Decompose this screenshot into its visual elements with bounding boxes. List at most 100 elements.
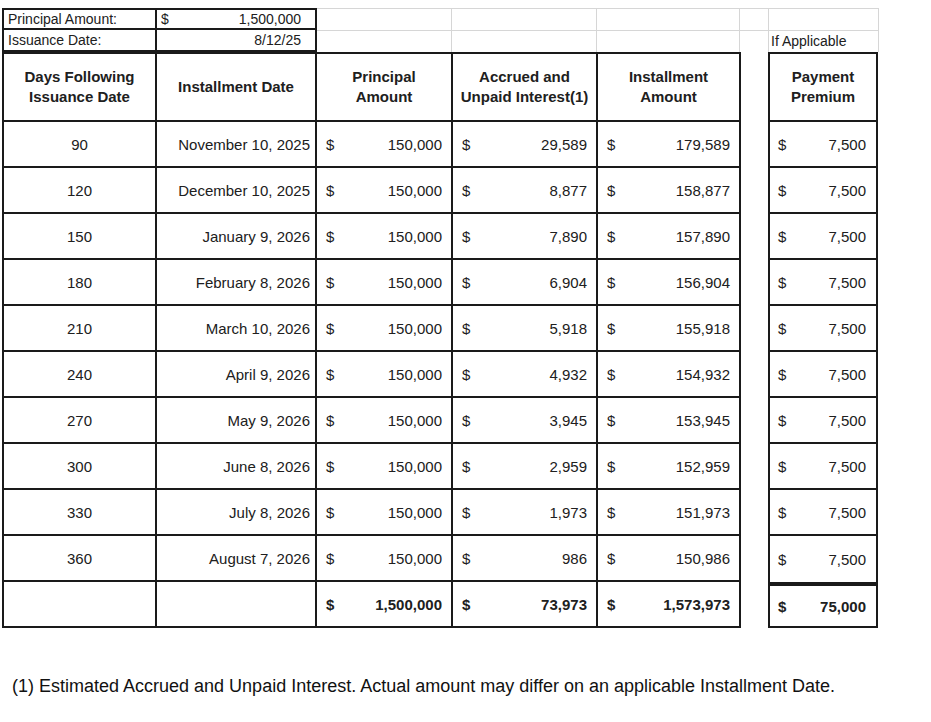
table-row: 240 April 9, 2026 $150,000 $4,932 $154,9… xyxy=(4,352,739,398)
gridline xyxy=(596,8,597,52)
currency-symbol: $ xyxy=(326,274,334,291)
date-cell: April 9, 2026 xyxy=(157,352,317,396)
principal-cell: $150,000 xyxy=(317,168,453,212)
total-installment-cell: $1,573,973 xyxy=(598,582,739,626)
premium-cell: $7,500 xyxy=(770,352,876,396)
currency-symbol: $ xyxy=(326,366,334,383)
amount-value: 156,904 xyxy=(676,274,730,291)
table-row: $7,500 xyxy=(770,352,876,398)
currency-symbol: $ xyxy=(778,412,786,429)
principal-amount-row: Principal Amount: $ 1,500,000 xyxy=(4,10,315,30)
table-row: $7,500 xyxy=(770,214,876,260)
table-row: 180 February 8, 2026 $150,000 $6,904 $15… xyxy=(4,260,739,306)
gridline xyxy=(451,8,452,52)
header-accrued-interest: Accrued and Unpaid Interest(1) xyxy=(453,54,598,120)
currency-symbol: $ xyxy=(778,320,786,337)
currency-symbol: $ xyxy=(778,182,786,199)
amount-value: 150,000 xyxy=(388,136,442,153)
header-installment-date: Installment Date xyxy=(157,54,317,120)
amount-value: 150,000 xyxy=(388,182,442,199)
date-cell: July 8, 2026 xyxy=(157,490,317,534)
table-row: $7,500 xyxy=(770,260,876,306)
currency-symbol: $ xyxy=(326,504,334,521)
currency-symbol: $ xyxy=(161,11,169,27)
currency-symbol: $ xyxy=(326,550,334,567)
currency-symbol: $ xyxy=(607,274,615,291)
currency-symbol: $ xyxy=(607,320,615,337)
amount-value: 151,973 xyxy=(676,504,730,521)
amount-value: 7,500 xyxy=(828,182,866,199)
amount-value: 7,500 xyxy=(828,274,866,291)
currency-symbol: $ xyxy=(607,458,615,475)
date-cell: June 8, 2026 xyxy=(157,444,317,488)
table-row: 120 December 10, 2025 $150,000 $8,877 $1… xyxy=(4,168,739,214)
amount-value: 150,000 xyxy=(388,550,442,567)
currency-symbol: $ xyxy=(778,551,786,568)
days-cell: 150 xyxy=(4,214,157,258)
installment-cell: $151,973 xyxy=(598,490,739,534)
amount-value: 7,500 xyxy=(828,504,866,521)
premium-cell: $7,500 xyxy=(770,214,876,258)
date-cell: August 7, 2026 xyxy=(157,536,317,580)
currency-symbol: $ xyxy=(778,366,786,383)
empty-cell xyxy=(157,582,317,626)
days-cell: 330 xyxy=(4,490,157,534)
table-row: $7,500 xyxy=(770,306,876,352)
amount-value: 2,959 xyxy=(549,458,587,475)
currency-symbol: $ xyxy=(462,504,470,521)
currency-symbol: $ xyxy=(326,458,334,475)
premium-cell: $7,500 xyxy=(770,490,876,534)
amount-value: 150,000 xyxy=(388,228,442,245)
date-cell: May 9, 2026 xyxy=(157,398,317,442)
amount-value: 7,500 xyxy=(828,320,866,337)
currency-symbol: $ xyxy=(607,596,615,613)
days-cell: 360 xyxy=(4,536,157,580)
principal-amount-label: Principal Amount: xyxy=(4,10,157,28)
interest-cell: $6,904 xyxy=(453,260,598,304)
amount-value: 150,986 xyxy=(676,550,730,567)
interest-cell: $4,932 xyxy=(453,352,598,396)
header-principal-amount: Principal Amount xyxy=(317,54,453,120)
amount-value: 6,904 xyxy=(549,274,587,291)
currency-symbol: $ xyxy=(462,274,470,291)
amount-value: 153,945 xyxy=(676,412,730,429)
amount-value: 8,877 xyxy=(549,182,587,199)
currency-symbol: $ xyxy=(607,504,615,521)
premium-cell: $7,500 xyxy=(770,398,876,442)
days-cell: 90 xyxy=(4,122,157,166)
header-row: Days Following Issuance Date Installment… xyxy=(4,54,739,122)
amount-value: 4,932 xyxy=(549,366,587,383)
interest-cell: $986 xyxy=(453,536,598,580)
amount-value: 150,000 xyxy=(388,366,442,383)
interest-cell: $2,959 xyxy=(453,444,598,488)
date-cell: December 10, 2025 xyxy=(157,168,317,212)
amount-value: 150,000 xyxy=(388,274,442,291)
days-cell: 210 xyxy=(4,306,157,350)
table-row: $7,500 xyxy=(770,398,876,444)
currency-symbol: $ xyxy=(462,596,470,613)
premium-cell: $7,500 xyxy=(770,260,876,304)
installment-cell: $158,877 xyxy=(598,168,739,212)
currency-symbol: $ xyxy=(778,136,786,153)
table-row: $7,500 xyxy=(770,168,876,214)
table-row: 300 June 8, 2026 $150,000 $2,959 $152,95… xyxy=(4,444,739,490)
amount-value: 7,500 xyxy=(828,412,866,429)
header-row: Payment Premium xyxy=(770,54,876,122)
date-cell: February 8, 2026 xyxy=(157,260,317,304)
principal-amount-number: 1,500,000 xyxy=(239,11,301,27)
total-interest-cell: $73,973 xyxy=(453,582,598,626)
payment-premium-table: Payment Premium $7,500 $7,500 $7,500 $7,… xyxy=(768,52,878,584)
principal-cell: $150,000 xyxy=(317,122,453,166)
interest-cell: $8,877 xyxy=(453,168,598,212)
currency-symbol: $ xyxy=(607,182,615,199)
amount-value: 150,000 xyxy=(388,504,442,521)
principal-cell: $150,000 xyxy=(317,214,453,258)
currency-symbol: $ xyxy=(462,320,470,337)
installment-cell: $150,986 xyxy=(598,536,739,580)
interest-cell: $1,973 xyxy=(453,490,598,534)
currency-symbol: $ xyxy=(462,458,470,475)
loan-info-table: Principal Amount: $ 1,500,000 Issuance D… xyxy=(2,8,317,52)
payment-premium-total: $ 75,000 xyxy=(768,584,878,628)
currency-symbol: $ xyxy=(778,228,786,245)
amount-value: 157,890 xyxy=(676,228,730,245)
